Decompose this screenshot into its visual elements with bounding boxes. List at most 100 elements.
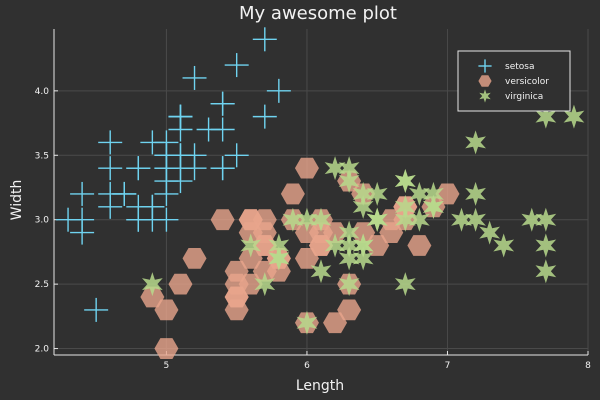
- virginica-point-0: [338, 169, 360, 194]
- y-axis-label: Width: [9, 180, 25, 221]
- setosa-point-31: [210, 156, 235, 181]
- series-setosa: [56, 27, 291, 322]
- setosa-point-18: [252, 104, 277, 129]
- virginica-point-12: [408, 207, 430, 232]
- legend: setosa versicolor virginica: [457, 50, 571, 112]
- virginica-point-33: [338, 233, 360, 258]
- virginica-point-19: [296, 310, 318, 335]
- versicolor-point-26: [407, 235, 432, 256]
- virginica-point-48: [324, 156, 346, 181]
- virginica-point-10: [366, 181, 388, 206]
- virginica-point-7: [479, 220, 501, 245]
- setosa-point-36: [224, 143, 249, 168]
- virginica-point-6: [141, 272, 163, 297]
- virginica-point-5: [521, 207, 543, 232]
- versicolor-point-44: [238, 247, 263, 269]
- virginica-point-49: [282, 207, 304, 232]
- setosa-point-22: [98, 130, 123, 155]
- virginica-point-40: [394, 194, 416, 219]
- virginica-point-41: [423, 194, 444, 219]
- legend-label-setosa: setosa: [505, 62, 534, 72]
- setosa-point-49: [154, 169, 179, 194]
- setosa-point-32: [182, 65, 207, 90]
- setosa-point-41: [84, 297, 109, 322]
- y-tick-label-0: 2.0: [35, 345, 50, 355]
- legend-label-versicolor: versicolor: [505, 77, 549, 87]
- setosa-point-42: [70, 181, 95, 206]
- legend-box: [457, 50, 571, 112]
- setosa-point-16: [210, 91, 235, 116]
- virginica-point-18: [535, 259, 557, 284]
- virginica-point-3: [338, 220, 360, 245]
- virginica-point-47: [366, 207, 388, 232]
- virginica-point-25: [465, 181, 486, 206]
- series-versicolor: [140, 157, 460, 359]
- virginica-point-43: [408, 181, 430, 206]
- versicolor-point-37: [337, 299, 362, 321]
- y-tick-label-4: 4.0: [35, 87, 50, 97]
- virginica-point-15: [352, 181, 374, 206]
- setosa-point-14: [266, 78, 291, 103]
- versicolor-point-42: [266, 260, 291, 282]
- virginica-point-37: [352, 194, 374, 219]
- versicolor-point-35: [294, 157, 319, 179]
- virginica-point-13: [254, 272, 276, 297]
- versicolor-point-10: [154, 338, 179, 359]
- virginica-point-9: [465, 130, 486, 155]
- setosa-point-33: [224, 53, 249, 78]
- virginica-point-27: [310, 207, 332, 232]
- setosa-point-43: [154, 143, 179, 168]
- chart-title: My awesome plot: [239, 3, 397, 24]
- versicolor-point-33: [294, 247, 319, 269]
- x-tick-label-2: 7: [445, 361, 451, 371]
- setosa-point-38: [70, 207, 95, 232]
- versicolor-point-18: [323, 312, 348, 334]
- versicolor-point-34: [210, 209, 235, 231]
- virginica-point-21: [240, 233, 262, 258]
- virginica-point-11: [352, 246, 374, 271]
- x-tick-label-1: 6: [304, 361, 310, 371]
- virginica-point-32: [352, 233, 374, 258]
- virginica-point-26: [324, 233, 346, 258]
- virginica-point-34: [310, 259, 332, 284]
- legend-label-virginica: virginica: [505, 92, 543, 102]
- virginica-point-20: [423, 181, 444, 206]
- setosa-point-37: [140, 130, 165, 155]
- setosa-point-25: [154, 207, 179, 232]
- y-tick-label-2: 3.0: [35, 216, 50, 226]
- virginica-point-42: [268, 246, 290, 271]
- virginica-point-30: [493, 233, 515, 258]
- virginica-point-44: [394, 169, 416, 194]
- legend-marker-versicolor: [478, 75, 492, 87]
- legend-marker-setosa: [478, 59, 492, 73]
- x-tick-label-3: 8: [585, 361, 591, 371]
- setosa-point-15: [252, 27, 277, 52]
- virginica-point-31: [563, 104, 585, 129]
- virginica-point-46: [338, 272, 360, 297]
- versicolor-point-48: [168, 273, 193, 295]
- x-axis-label: Length: [296, 378, 344, 394]
- setosa-point-39: [168, 156, 193, 181]
- virginica-point-35: [535, 207, 557, 232]
- versicolor-point-43: [154, 299, 179, 321]
- virginica-point-36: [338, 156, 360, 181]
- versicolor-point-28: [294, 222, 319, 243]
- setosa-point-6: [98, 156, 123, 181]
- virginica-point-23: [338, 246, 360, 271]
- virginica-point-8: [394, 272, 416, 297]
- setosa-point-24: [126, 156, 151, 181]
- virginica-point-38: [296, 207, 318, 232]
- versicolor-point-7: [140, 286, 165, 308]
- versicolor-point-9: [182, 247, 207, 269]
- setosa-point-48: [196, 117, 221, 142]
- setosa-point-47: [98, 181, 123, 206]
- axes: [53, 29, 589, 356]
- virginica-point-17: [535, 104, 557, 129]
- setosa-point-45: [126, 207, 151, 232]
- x-tick-label-0: 5: [164, 361, 170, 371]
- virginica-point-29: [465, 207, 486, 232]
- versicolor-point-40: [224, 260, 249, 282]
- virginica-point-22: [535, 233, 557, 258]
- virginica-point-2: [451, 207, 472, 232]
